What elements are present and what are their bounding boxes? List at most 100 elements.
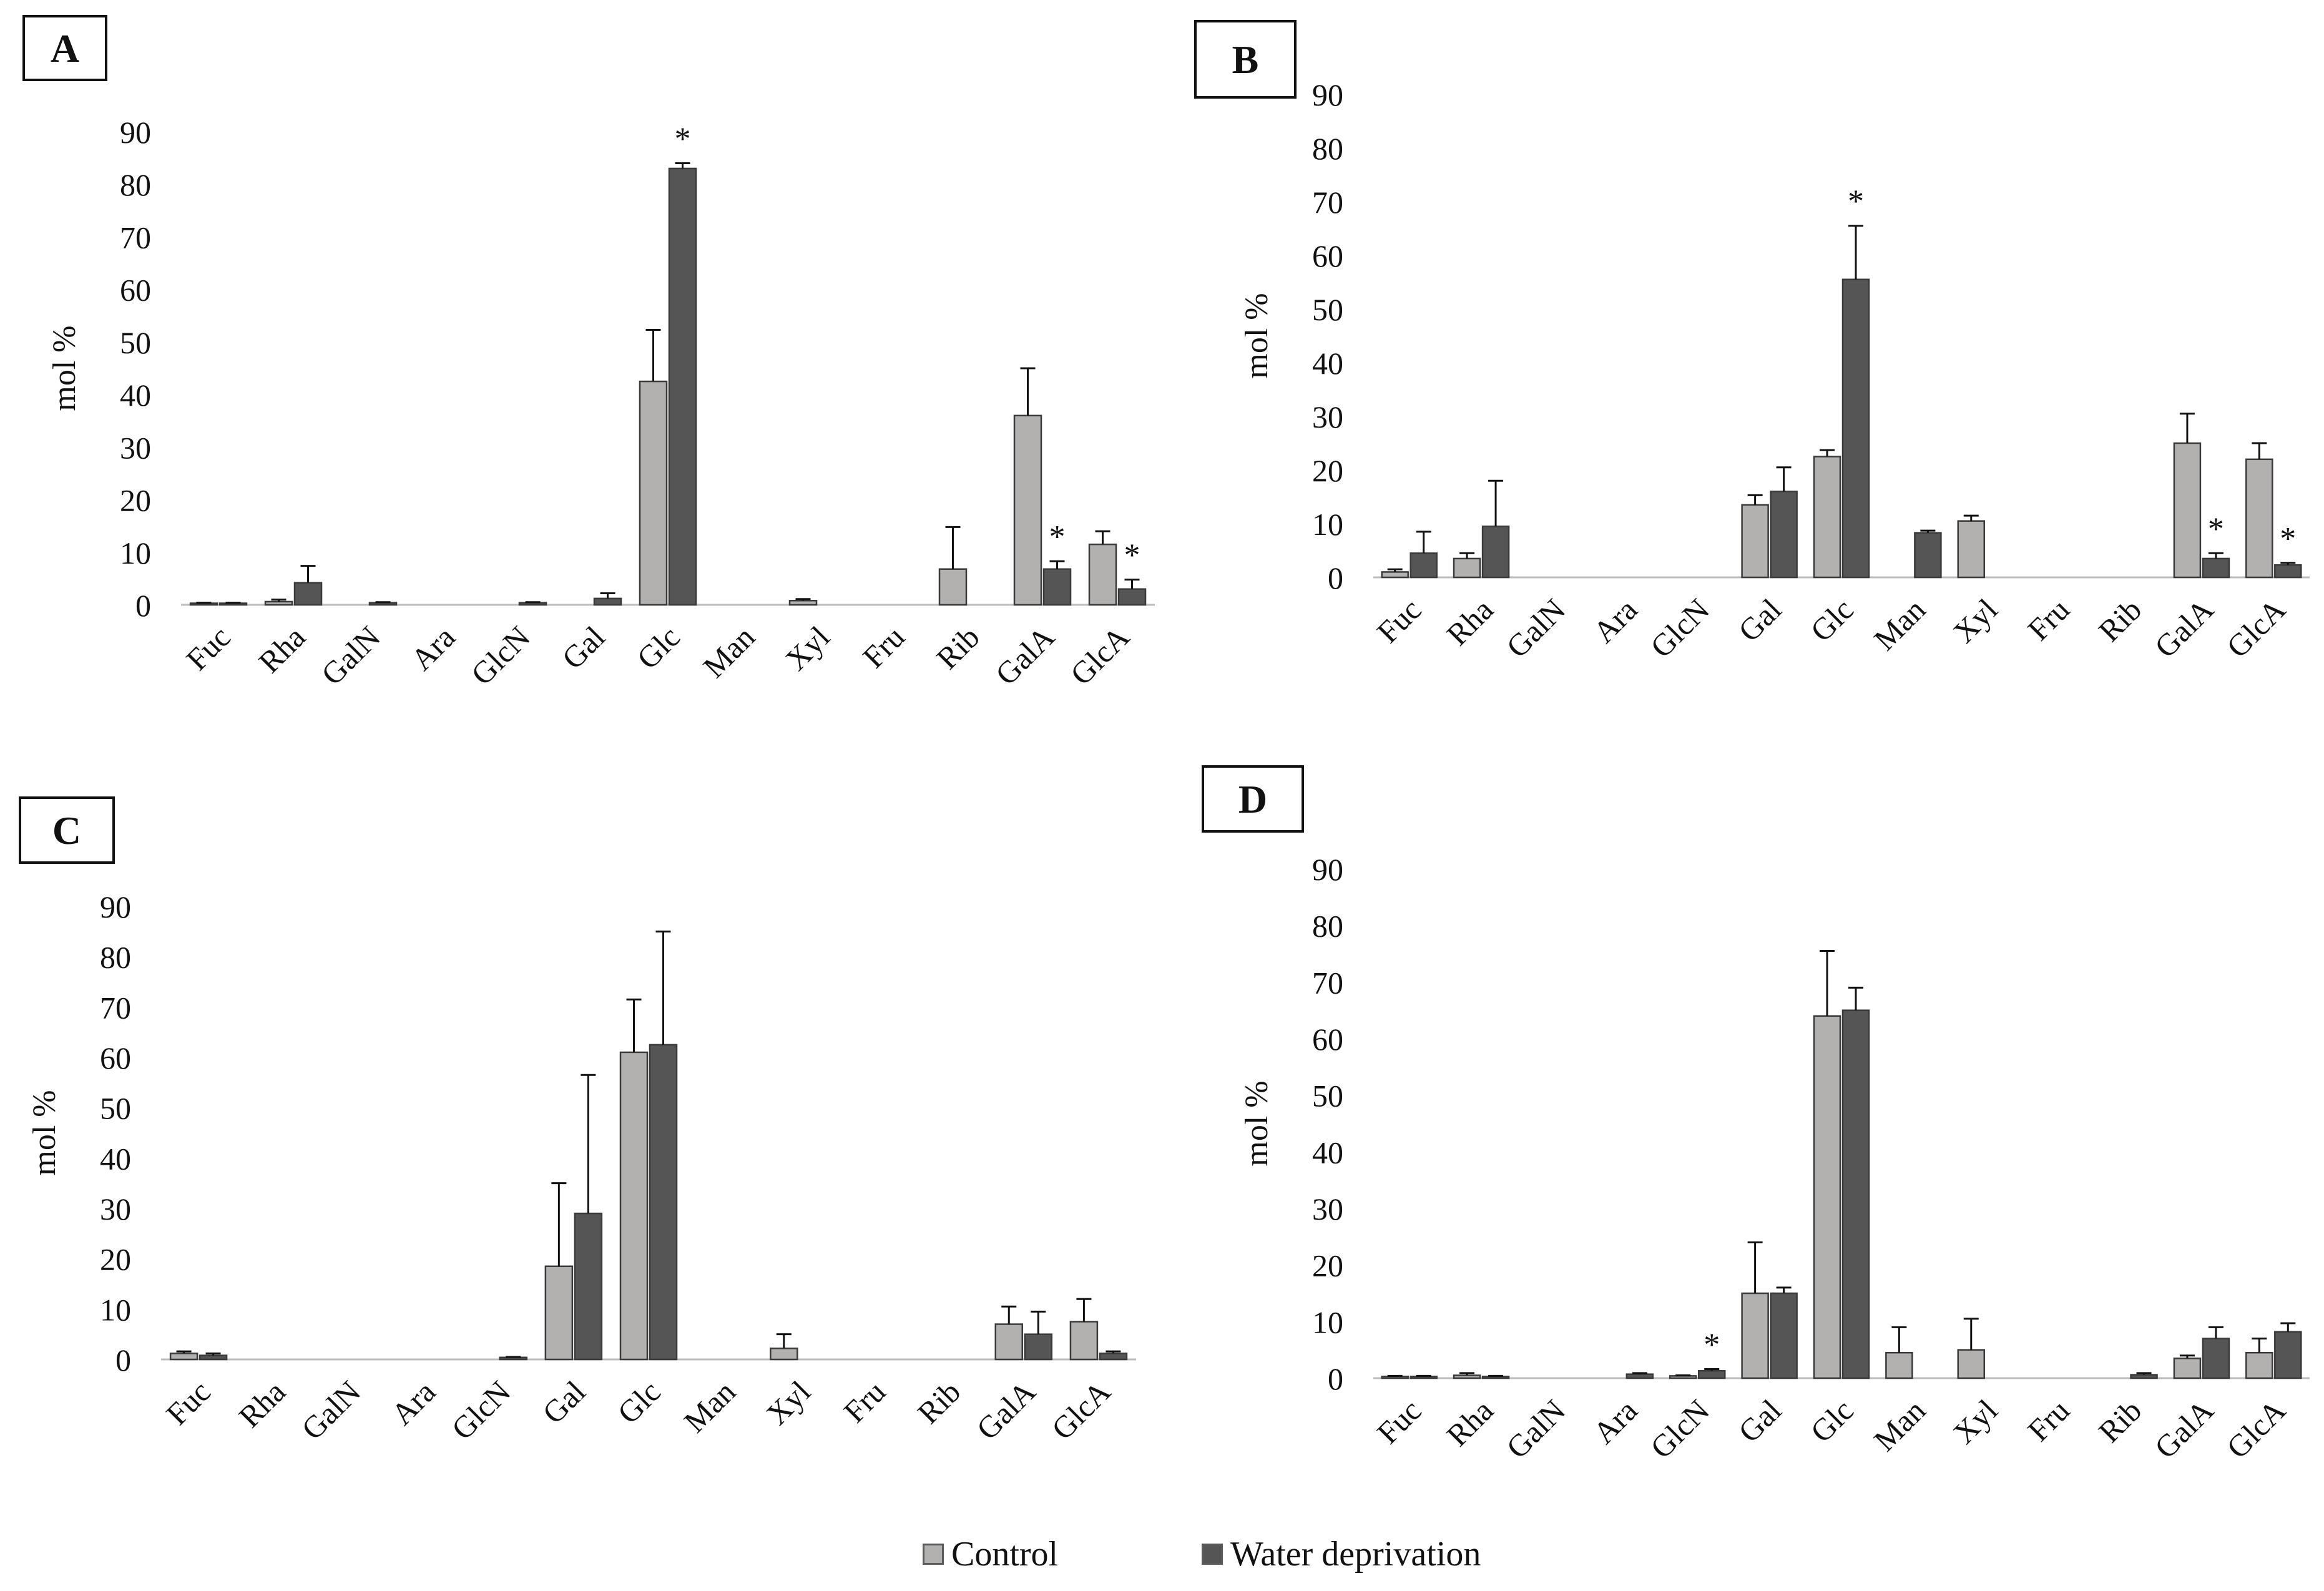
panel-b-bar-water bbox=[1914, 532, 1942, 579]
panel-b-significance-marker: * bbox=[2208, 511, 2224, 547]
panel-d-xtick-label: Ara bbox=[1586, 1393, 1644, 1451]
panel-c-ytick-label: 20 bbox=[100, 1242, 131, 1277]
panel-d-xtick-label: GlcN bbox=[1644, 1393, 1716, 1465]
panel-a-label: A bbox=[51, 26, 79, 71]
panel-b-ytick-label: 80 bbox=[1312, 131, 1343, 166]
panel-b-xtick-label: Rha bbox=[1439, 592, 1500, 652]
panel-d-ytick-label: 70 bbox=[1312, 965, 1343, 1000]
panel-c-bar-water bbox=[199, 1354, 228, 1361]
panel-b-xtick-label: Man bbox=[1867, 592, 1932, 657]
panel-d-bar-control bbox=[1957, 1349, 1986, 1379]
panel-d-xtick-label: GlcA bbox=[2220, 1393, 2292, 1465]
panel-c-xtick-label: Gal bbox=[536, 1374, 592, 1431]
panel-a-bar-water bbox=[668, 167, 697, 606]
panel-b-xtick-label: Glc bbox=[1803, 592, 1860, 649]
panel-a-ylabel: mol % bbox=[47, 325, 82, 411]
legend-item-control: Control bbox=[923, 1526, 1058, 1582]
panel-d-xtick-label: GalA bbox=[2148, 1393, 2220, 1465]
panel-d-xtick-label: Fuc bbox=[1370, 1393, 1428, 1451]
legend-label-control: Control bbox=[951, 1535, 1059, 1574]
panel-a-xtick-label: GlcN bbox=[464, 619, 537, 692]
panel-a-xtick-label: Fru bbox=[856, 619, 911, 675]
panel-a-bar-water bbox=[293, 582, 323, 606]
panel-c-label: C bbox=[52, 808, 81, 853]
panel-a-ytick-label: 90 bbox=[120, 115, 151, 150]
panel-c-xtick-label: Rha bbox=[232, 1374, 292, 1434]
panel-d-bar-water bbox=[1697, 1369, 1726, 1379]
panel-a-bar-control bbox=[264, 600, 293, 606]
panel-c-xtick-label: Rib bbox=[911, 1374, 968, 1431]
panel-c-ytick-label: 70 bbox=[100, 990, 131, 1025]
panel-c-ytick-label: 60 bbox=[100, 1040, 131, 1075]
panel-c-ytick-label: 30 bbox=[100, 1192, 131, 1226]
panel-c-xtick-label: Man bbox=[677, 1374, 742, 1439]
panel-d-ylabel: mol % bbox=[1239, 1080, 1275, 1166]
panel-a-ytick-label: 60 bbox=[120, 273, 151, 308]
panel-a-ytick-label: 50 bbox=[120, 325, 151, 360]
panel-a-bar-control bbox=[788, 600, 818, 606]
panel-d-xtick-label: Rha bbox=[1439, 1393, 1500, 1453]
panel-c-xtick-label: GalA bbox=[969, 1374, 1042, 1446]
panel-d-xtick-label: Fru bbox=[2021, 1393, 2076, 1448]
panel-a-bar-water bbox=[1042, 568, 1072, 606]
panel-a-xtick-label: Glc bbox=[630, 619, 687, 676]
panel-d-ytick-label: 50 bbox=[1312, 1079, 1343, 1114]
panel-b-ytick-label: 60 bbox=[1312, 238, 1343, 273]
panel-b-bar-control bbox=[2173, 442, 2202, 579]
panel-b-bar-control bbox=[1813, 456, 1841, 579]
panel-b-xtick-label: Rib bbox=[2092, 592, 2149, 649]
panel-c-bar-control bbox=[544, 1265, 574, 1361]
legend-swatch-water bbox=[1202, 1544, 1223, 1565]
panel-b-ytick-label: 10 bbox=[1312, 507, 1343, 542]
panel-c-ytick-label: 50 bbox=[100, 1091, 131, 1126]
panel-b-ytick-label: 20 bbox=[1312, 453, 1343, 488]
panel-a-xtick-label: Ara bbox=[404, 619, 462, 677]
panel-c-ytick-label: 0 bbox=[115, 1343, 131, 1378]
panel-c-ytick-label: 80 bbox=[100, 940, 131, 975]
panel-b-ytick-label: 50 bbox=[1312, 292, 1343, 327]
panel-a-xtick-label: Rib bbox=[929, 619, 986, 676]
panel-c-bar-water bbox=[574, 1212, 603, 1361]
panel-a-ytick-label: 70 bbox=[120, 220, 151, 255]
panel-b-ylabel: mol % bbox=[1239, 293, 1275, 378]
panel-c-bar-control bbox=[169, 1353, 199, 1361]
panel-b-bar-control bbox=[1453, 557, 1481, 579]
panel-b-xtick-label: GalN bbox=[1499, 592, 1572, 664]
panel-a-bar-water bbox=[593, 597, 622, 606]
panel-d-bar-water bbox=[2274, 1331, 2302, 1379]
panel-d-ytick-label: 90 bbox=[1312, 852, 1343, 887]
panel-a-bar-control bbox=[1013, 414, 1042, 606]
panel-b-label-box bbox=[1194, 20, 1297, 99]
panel-b-ytick-label: 40 bbox=[1312, 346, 1343, 381]
panel-d-xtick-label: Man bbox=[1867, 1393, 1932, 1457]
panel-b-xtick-label: Ara bbox=[1586, 592, 1644, 650]
panel-b-ytick-label: 0 bbox=[1328, 561, 1343, 595]
panel-c-xtick-label: GlcA bbox=[1045, 1374, 1117, 1446]
panel-a-ytick-label: 80 bbox=[120, 167, 151, 202]
panel-d-label: D bbox=[1238, 777, 1267, 821]
panel-c-bar-water bbox=[1024, 1333, 1053, 1361]
panel-d-xtick-label: Rib bbox=[2092, 1393, 2149, 1449]
panel-a-xtick-label: Gal bbox=[555, 619, 612, 676]
panel-b-xtick-label: Fuc bbox=[1370, 592, 1428, 650]
panel-b-ytick-label: 90 bbox=[1312, 77, 1343, 112]
panel-b-bar-control bbox=[1381, 571, 1409, 579]
panel-d-xtick-label: Glc bbox=[1803, 1393, 1860, 1449]
panel-d-bar-control bbox=[1453, 1374, 1481, 1379]
panel-d-ytick-label: 30 bbox=[1312, 1192, 1343, 1226]
legend: Control Water deprivation bbox=[0, 1526, 2324, 1582]
panel-d-bar-control bbox=[1813, 1015, 1841, 1379]
panel-d-ytick-label: 60 bbox=[1312, 1022, 1343, 1057]
panel-b-xtick-label: Fru bbox=[2021, 592, 2076, 647]
panel-d-ytick-label: 20 bbox=[1312, 1248, 1343, 1283]
panel-d-xtick-label: Xyl bbox=[1946, 1393, 2004, 1451]
panel-d-bar-water bbox=[1841, 1009, 1870, 1379]
panel-a-ytick-label: 20 bbox=[120, 483, 151, 518]
panel-c-bar-control bbox=[994, 1323, 1024, 1361]
panel-d-ytick-label: 80 bbox=[1312, 909, 1343, 944]
panel-b-bar-control bbox=[1957, 520, 1986, 579]
legend-swatch-control bbox=[923, 1544, 944, 1565]
panel-c-bar-water bbox=[1099, 1353, 1128, 1361]
panel-b-bar-water bbox=[1770, 491, 1798, 579]
panel-b-ytick-label: 30 bbox=[1312, 399, 1343, 434]
